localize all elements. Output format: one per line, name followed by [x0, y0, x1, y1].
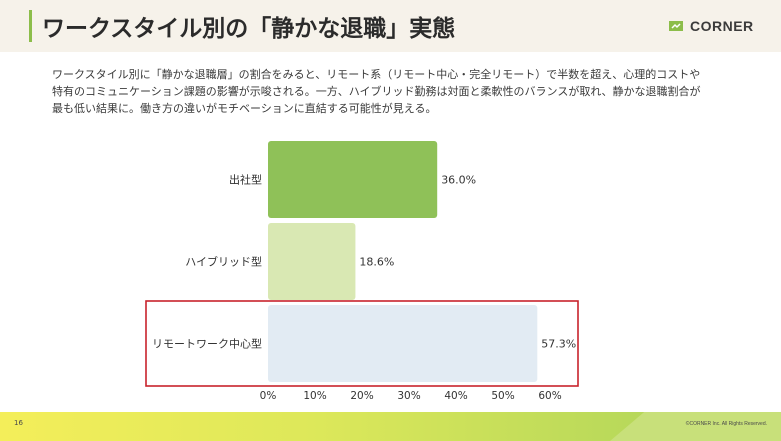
footer-band	[0, 412, 781, 441]
page-title: ワークスタイル別の「静かな退職」実態	[42, 16, 456, 42]
corner-logo-icon	[669, 21, 683, 31]
x-tick-label: 30%	[397, 390, 420, 402]
footer-accent	[610, 412, 781, 441]
category-label: 出社型	[229, 173, 262, 187]
category-label: ハイブリッド型	[185, 255, 262, 269]
highlight-box	[145, 300, 579, 387]
header-band	[0, 0, 781, 52]
title-accent-bar	[29, 10, 32, 42]
description-line: ワークスタイル別に「静かな退職層」の割合をみると、リモート系（リモート中心・完全…	[52, 68, 701, 81]
value-label: 57.3%	[541, 338, 576, 351]
copyright-text: ©CORNER Inc. All Rights Reserved.	[685, 421, 767, 427]
logo-text: CORNER	[690, 18, 754, 34]
page-number: 16	[14, 419, 23, 427]
bar	[268, 141, 438, 218]
x-tick-label: 60%	[538, 390, 561, 402]
bar	[268, 305, 538, 382]
x-tick-label: 0%	[260, 390, 277, 402]
x-tick-label: 10%	[303, 390, 326, 402]
corner-logo: CORNER	[668, 17, 754, 35]
description-line: 最も低い結果に。働き方の違いがモチベーションに直結する可能性が見える。	[52, 102, 437, 115]
x-tick-label: 20%	[350, 390, 373, 402]
description-line: 特有のコミュニケーション課題の影響が示唆される。一方、ハイブリッド勤務は対面と柔…	[52, 85, 701, 98]
bar	[268, 223, 356, 300]
value-label: 36.0%	[441, 174, 476, 187]
description-text: ワークスタイル別に「静かな退職層」の割合をみると、リモート系（リモート中心・完全…	[52, 66, 742, 117]
x-tick-label: 40%	[444, 390, 467, 402]
value-label: 18.6%	[359, 256, 394, 269]
category-label: リモートワーク中心型	[152, 337, 262, 351]
x-tick-label: 50%	[491, 390, 514, 402]
